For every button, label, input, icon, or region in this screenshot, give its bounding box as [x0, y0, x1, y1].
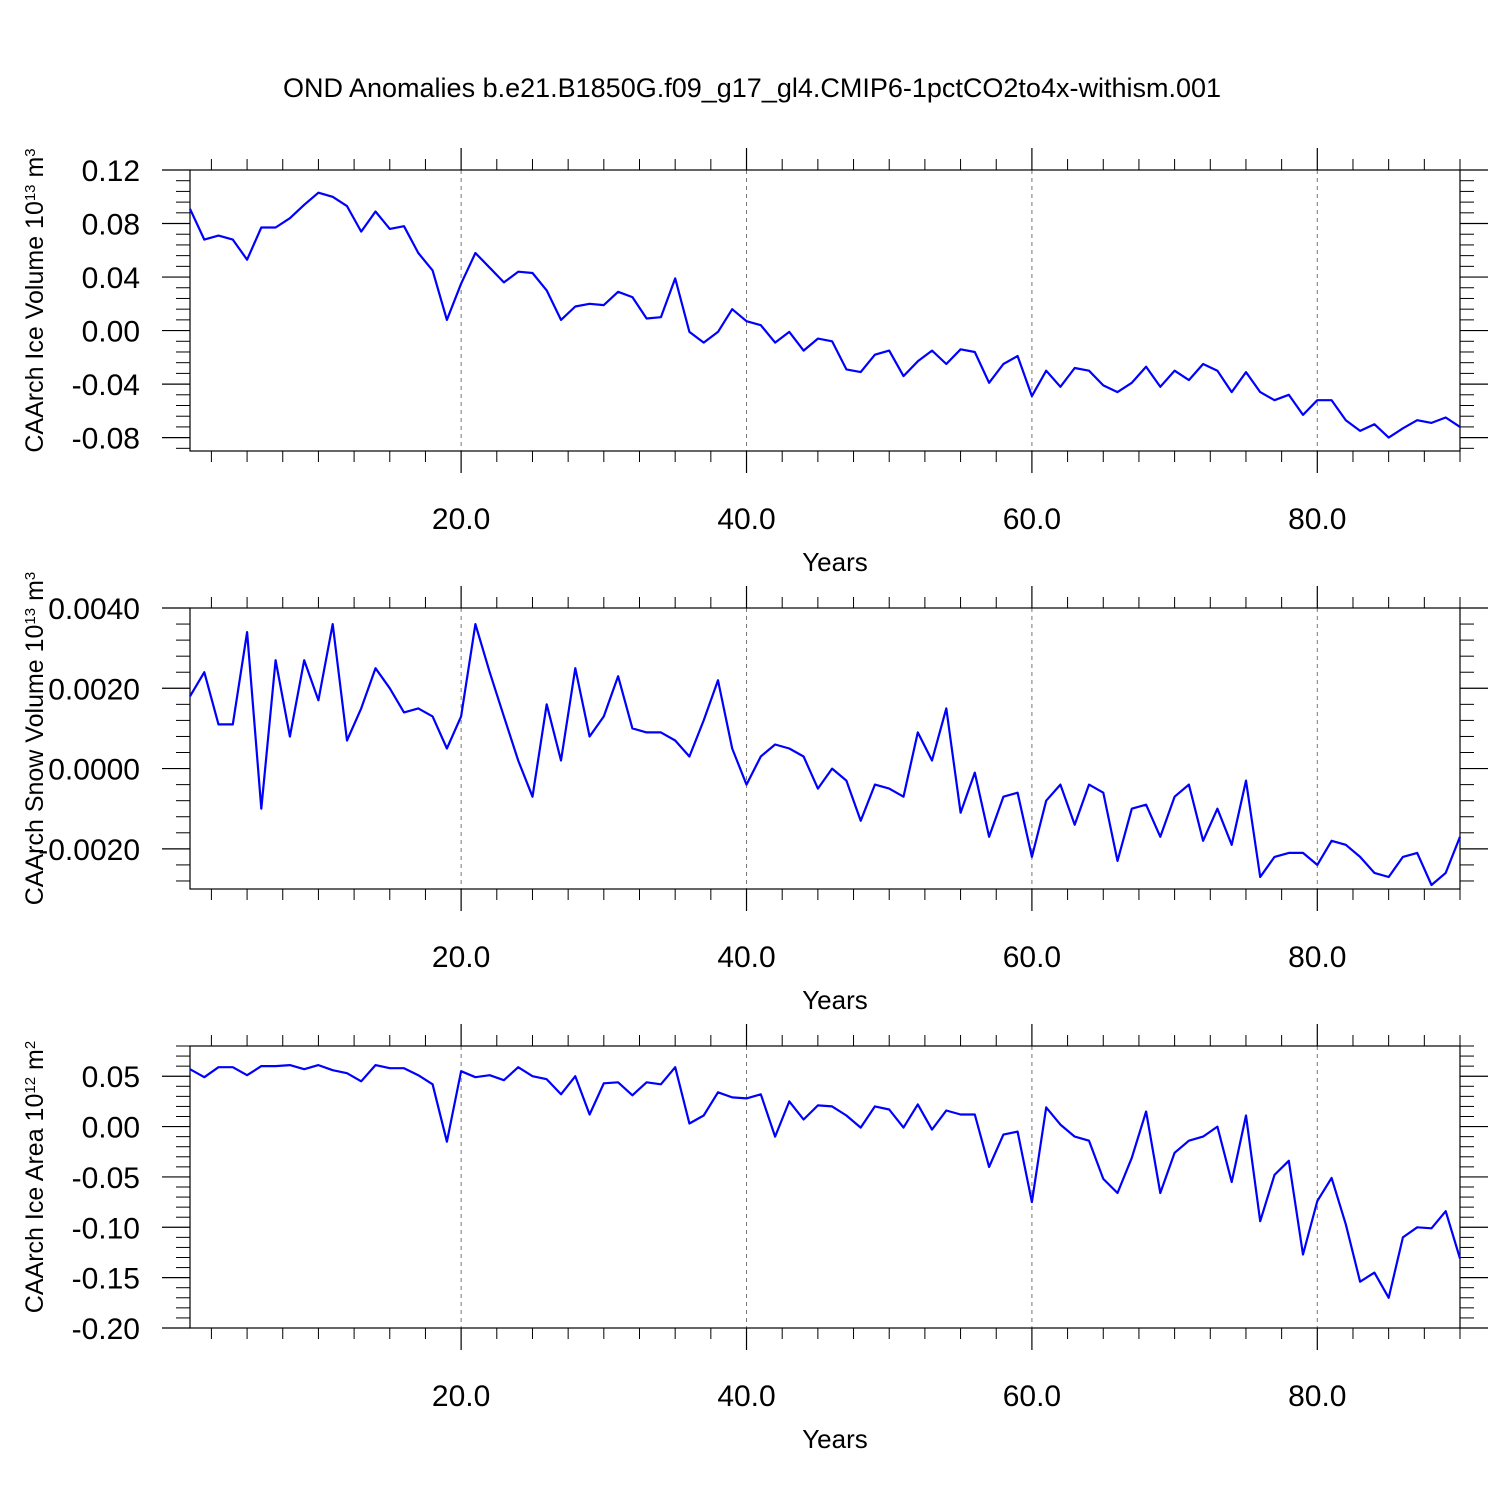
x-tick-label: 20.0: [432, 1380, 490, 1413]
y-axis-label: CAArch Ice Volume 1013 m3: [21, 148, 49, 452]
y-tick-label: 0.08: [82, 209, 140, 242]
x-tick-label: 40.0: [717, 1380, 775, 1413]
y-tick-label: -0.08: [72, 423, 140, 456]
x-tick-label: 60.0: [1003, 1380, 1061, 1413]
panel-1: 20.0 40.0 60.0 80.0 -0.08 -0.04 0.00 0.04 0.08 0.…: [21, 148, 1488, 577]
y-tick-label: 0.04: [82, 262, 140, 295]
y-tick-label: 0.0040: [48, 593, 140, 626]
y-tick-label: -0.05: [72, 1162, 140, 1195]
y-tick-label: 0.00: [82, 316, 140, 349]
series-line-1: [189, 622, 1462, 887]
plot-frame: [189, 607, 1461, 890]
y-tick-label: 0.0020: [48, 673, 140, 706]
plot-frame: [189, 1045, 1461, 1329]
x-tick-label: 20.0: [432, 941, 490, 974]
plot-frame: [189, 169, 1461, 452]
y-tick-label: -0.04: [72, 369, 140, 402]
panel-2: 20.0 40.0 60.0 80.0 -0.0020 0.0000 0.0020 0.004…: [21, 572, 1488, 1015]
chart-title: OND Anomalies b.e21.B1850G.f09_g17_gl4.C…: [283, 73, 1221, 103]
x-tick-label: 40.0: [717, 941, 775, 974]
series-line-1: [189, 1063, 1462, 1299]
y-tick-label: -0.0020: [38, 834, 140, 867]
x-tick-label: 80.0: [1288, 503, 1346, 536]
y-tick-label: 0.12: [82, 155, 140, 188]
y-tick-label: -0.20: [72, 1313, 140, 1346]
x-axis-label: Years: [802, 547, 868, 577]
y-axis-label: CAArch Snow Volume 1013 m3: [21, 572, 49, 906]
x-tick-label: 40.0: [717, 503, 775, 536]
x-tick-label: 80.0: [1288, 1380, 1346, 1413]
series-line-1: [189, 191, 1461, 439]
y-axis-label: CAArch Ice Area 1012 m2: [21, 1041, 49, 1313]
x-tick-label: 20.0: [432, 503, 490, 536]
y-tick-label: -0.15: [72, 1263, 140, 1296]
x-tick-label: 80.0: [1288, 941, 1346, 974]
x-tick-label: 60.0: [1003, 503, 1061, 536]
y-tick-label: -0.10: [72, 1212, 140, 1245]
x-axis-label: Years: [802, 1424, 868, 1454]
panel-3: 20.0 40.0 60.0 80.0 -0.20 -0.15 -0.10 -0.05 0.00…: [21, 1024, 1488, 1454]
y-tick-label: 0.00: [82, 1112, 140, 1145]
y-tick-label: 0.0000: [48, 754, 140, 787]
x-tick-label: 60.0: [1003, 941, 1061, 974]
y-tick-label: 0.05: [82, 1061, 140, 1094]
x-axis-label: Years: [802, 985, 868, 1015]
